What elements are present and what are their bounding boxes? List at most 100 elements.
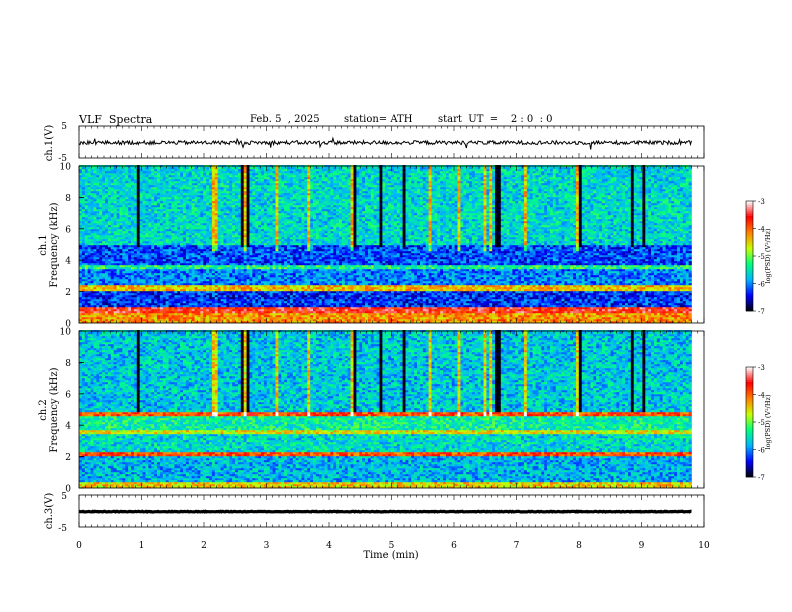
colorbar-swatch	[746, 418, 753, 421]
x-tick-label: 2	[201, 541, 207, 551]
colorbar-swatch	[746, 381, 753, 384]
colorbar-swatch	[746, 219, 753, 222]
colorbar-swatch	[746, 398, 753, 401]
ch.1-ytick-label: 2	[65, 288, 71, 298]
colorbar-swatch	[746, 217, 753, 220]
colorbar-swatch	[746, 471, 753, 474]
ch1-wave-tick-bottom: -5	[58, 154, 67, 164]
start-ut-label: start UT = 2 : 0 : 0	[438, 114, 553, 125]
ch.2-ytick-label: 0	[65, 485, 71, 495]
ch.1-ytick-label: 4	[65, 257, 71, 267]
colorbar-swatch	[746, 256, 753, 259]
colorbar-swatch	[746, 226, 753, 229]
panel-frames	[78, 125, 705, 528]
colorbar-swatch	[746, 458, 753, 461]
colorbar-swatch	[746, 202, 753, 205]
colorbar-swatch	[746, 235, 753, 238]
colorbar-swatch	[746, 416, 753, 419]
colorbar-tick-label: -3	[758, 198, 765, 206]
colorbar-swatch	[746, 239, 753, 242]
colorbar-swatch	[746, 385, 753, 388]
ch3-wave-ylabel: ch.3(V)	[44, 493, 55, 530]
colorbar-swatch	[746, 449, 753, 452]
ch.1-ytick-label: 10	[60, 163, 72, 173]
ch.1-ytick-label: 0	[65, 320, 71, 330]
colorbar-tick-label: -6	[758, 447, 765, 455]
colorbar-swatch	[746, 212, 753, 215]
colorbar-swatch	[746, 213, 753, 216]
ch.1(V)-trace	[78, 136, 692, 150]
colorbar-swatch	[746, 423, 753, 426]
ch1-wave-ylabel: ch.1(V)	[44, 125, 55, 162]
colorbar-swatch	[746, 440, 753, 443]
colorbar-swatch	[746, 433, 753, 436]
colorbar-swatch	[746, 394, 753, 397]
colorbar-swatch	[746, 400, 753, 403]
colorbar-swatch	[746, 462, 753, 465]
colorbar-swatch	[746, 210, 753, 213]
colorbar-swatch	[746, 401, 753, 404]
colorbar-swatch	[746, 387, 753, 390]
x-tick-label: 0	[76, 541, 82, 551]
colorbar-swatch	[746, 278, 753, 281]
x-tick-label: 9	[639, 541, 645, 551]
colorbar-swatch	[746, 374, 753, 377]
colorbar-swatch	[746, 372, 753, 375]
colorbar-swatch	[746, 254, 753, 257]
colorbar-swatch	[746, 224, 753, 227]
ch.1-ytick-label: 8	[65, 194, 71, 204]
ch.1-ytick-label: 6	[65, 225, 71, 235]
colorbar-swatch	[746, 241, 753, 244]
colorbar-swatch	[746, 389, 753, 392]
colorbar-swatch	[746, 305, 753, 308]
colorbar-swatch	[746, 215, 753, 218]
colorbar-swatch	[746, 469, 753, 472]
colorbar-swatch	[746, 309, 753, 312]
colorbar-swatch	[746, 294, 753, 297]
colorbar-swatch	[746, 467, 753, 470]
colorbar-swatch	[746, 267, 753, 270]
x-tick-label: 7	[514, 541, 520, 551]
colorbar-swatch	[746, 412, 753, 415]
colorbar-swatch	[746, 223, 753, 226]
colorbar-swatch	[746, 300, 753, 303]
colorbar-swatch	[746, 237, 753, 240]
colorbar-swatch	[746, 367, 753, 370]
x-tick-label: 6	[451, 541, 457, 551]
x-tick-label: 3	[264, 541, 270, 551]
x-tick-label: 4	[326, 541, 332, 551]
colorbar-swatch	[746, 257, 753, 260]
colorbar-swatch	[746, 261, 753, 264]
colorbar-swatch	[746, 368, 753, 371]
colorbar-swatch	[746, 283, 753, 286]
colorbar-swatch	[746, 298, 753, 301]
colorbar-swatch	[746, 246, 753, 249]
colorbar-swatch	[746, 438, 753, 441]
ch1-waveform	[78, 136, 692, 150]
colorbar-swatch	[746, 268, 753, 271]
colorbar-swatch	[746, 287, 753, 290]
colorbar-swatch	[746, 434, 753, 437]
colorbar-swatch	[746, 265, 753, 268]
colorbar-swatch	[746, 392, 753, 395]
x-tick-label: 1	[139, 541, 145, 551]
colorbar-swatch	[746, 420, 753, 423]
colorbar-swatch	[746, 221, 753, 224]
ch2-spec-ylabel-freq: Frequency (kHz)	[49, 367, 60, 452]
x-tick-label: 8	[576, 541, 582, 551]
colorbar-swatch	[746, 427, 753, 430]
colorbar-swatch	[746, 208, 753, 211]
colorbar-swatch	[746, 436, 753, 439]
colorbar-swatch	[746, 466, 753, 469]
colorbar-swatch	[746, 425, 753, 428]
colorbar-swatch	[746, 243, 753, 246]
x-tick-label: 10	[698, 541, 710, 551]
colorbar-swatch	[746, 405, 753, 408]
colorbar-swatch	[746, 290, 753, 293]
colorbar-label: log(PSD) (V²/Hz)	[764, 394, 772, 449]
colorbar-swatch	[746, 259, 753, 262]
figure-title: VLF Spectra	[79, 113, 152, 126]
colorbar-swatch	[746, 456, 753, 459]
colorbar-tick-label: -4	[758, 226, 765, 234]
